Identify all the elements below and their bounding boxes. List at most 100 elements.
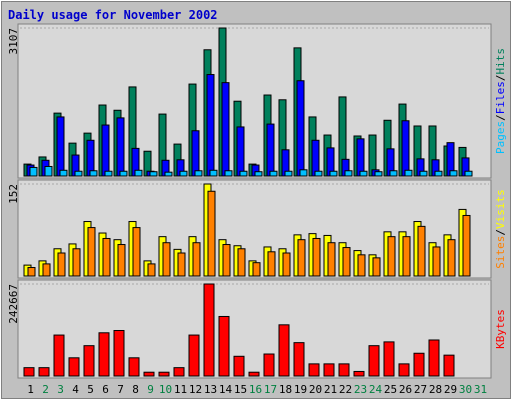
bar: [72, 248, 81, 277]
bar: [374, 171, 383, 177]
bar: [314, 170, 323, 177]
bar: [56, 116, 65, 177]
bar: [464, 170, 473, 177]
bar: [158, 371, 170, 377]
bar: [191, 130, 200, 177]
x-tick-label: 19: [294, 383, 307, 396]
bar: [308, 363, 320, 377]
x-tick-label: 11: [174, 383, 187, 396]
bar: [27, 267, 36, 277]
legend-separator: /: [494, 75, 507, 82]
bar: [312, 237, 321, 277]
bar: [269, 170, 278, 177]
bar: [104, 170, 113, 177]
x-tick-label: 28: [429, 383, 442, 396]
y-tick-label: 152: [7, 184, 20, 204]
x-tick-label: 22: [339, 383, 352, 396]
bar: [284, 170, 293, 177]
bar: [432, 246, 441, 277]
bar: [206, 74, 215, 177]
bar: [449, 170, 458, 177]
bar: [338, 363, 350, 377]
bar: [222, 244, 231, 277]
x-tick-label: 23: [354, 383, 367, 396]
bar: [116, 117, 125, 177]
bar: [119, 170, 128, 177]
bar: [254, 171, 263, 177]
panel: [17, 23, 492, 179]
bar: [419, 170, 428, 177]
bar: [194, 170, 203, 177]
bar: [344, 170, 353, 177]
x-tick-label: 4: [72, 383, 79, 396]
bar: [417, 225, 426, 277]
bar: [117, 244, 126, 277]
bar: [356, 138, 365, 177]
x-tick-label: 12: [189, 383, 202, 396]
bar: [224, 170, 233, 177]
legend: Pages/Files/Hits: [494, 48, 507, 154]
legend: KBytes: [494, 309, 507, 349]
bar: [134, 169, 143, 177]
x-tick-label: 20: [309, 383, 322, 396]
bar: [296, 80, 305, 177]
bar: [293, 342, 305, 377]
bar: [402, 236, 411, 277]
bar: [203, 283, 215, 377]
legend-entry: Files: [494, 81, 507, 114]
bar: [389, 170, 398, 177]
bar: [29, 166, 38, 177]
bar: [353, 370, 365, 377]
bar: [443, 354, 455, 377]
x-tick-label: 16: [249, 383, 262, 396]
x-tick-label: 2: [42, 383, 49, 396]
bar: [177, 252, 186, 277]
bar: [173, 367, 185, 377]
bar: [372, 257, 381, 277]
bar: [42, 263, 51, 277]
bar: [236, 126, 245, 177]
bar: [342, 247, 351, 277]
bar: [209, 169, 218, 177]
bar: [87, 227, 96, 277]
x-tick-label: 3: [57, 383, 64, 396]
bar: [53, 334, 65, 377]
panel: [17, 279, 492, 379]
x-tick-label: 10: [159, 383, 172, 396]
bar: [162, 242, 171, 277]
bar: [398, 363, 410, 377]
bar: [282, 252, 291, 277]
bar: [239, 170, 248, 177]
x-tick-label: 21: [324, 383, 337, 396]
bar: [101, 124, 110, 177]
bar: [278, 324, 290, 377]
x-tick-label: 7: [117, 383, 124, 396]
legend-entry: Pages: [494, 121, 507, 154]
bar: [192, 242, 201, 277]
bar: [387, 236, 396, 277]
bar: [89, 170, 98, 177]
bar: [218, 315, 230, 377]
bar: [462, 214, 471, 277]
x-tick-label: 9: [147, 383, 154, 396]
bar: [299, 169, 308, 177]
bar: [428, 339, 440, 377]
bar: [147, 263, 156, 277]
x-tick-label: 6: [102, 383, 109, 396]
legend-entry: Sites: [494, 236, 507, 269]
legend-separator: /: [494, 114, 507, 121]
y-tick-label: 242667: [7, 284, 20, 324]
bar: [98, 332, 110, 377]
x-tick-label: 29: [444, 383, 457, 396]
bar: [233, 355, 245, 377]
bar: [23, 367, 35, 377]
x-tick-label: 26: [399, 383, 412, 396]
bar: [59, 169, 68, 177]
bar: [359, 170, 368, 177]
bar: [128, 357, 140, 377]
legend-entry: KBytes: [494, 309, 507, 349]
bar: [434, 170, 443, 177]
bar: [221, 82, 230, 177]
bar: [132, 227, 141, 277]
